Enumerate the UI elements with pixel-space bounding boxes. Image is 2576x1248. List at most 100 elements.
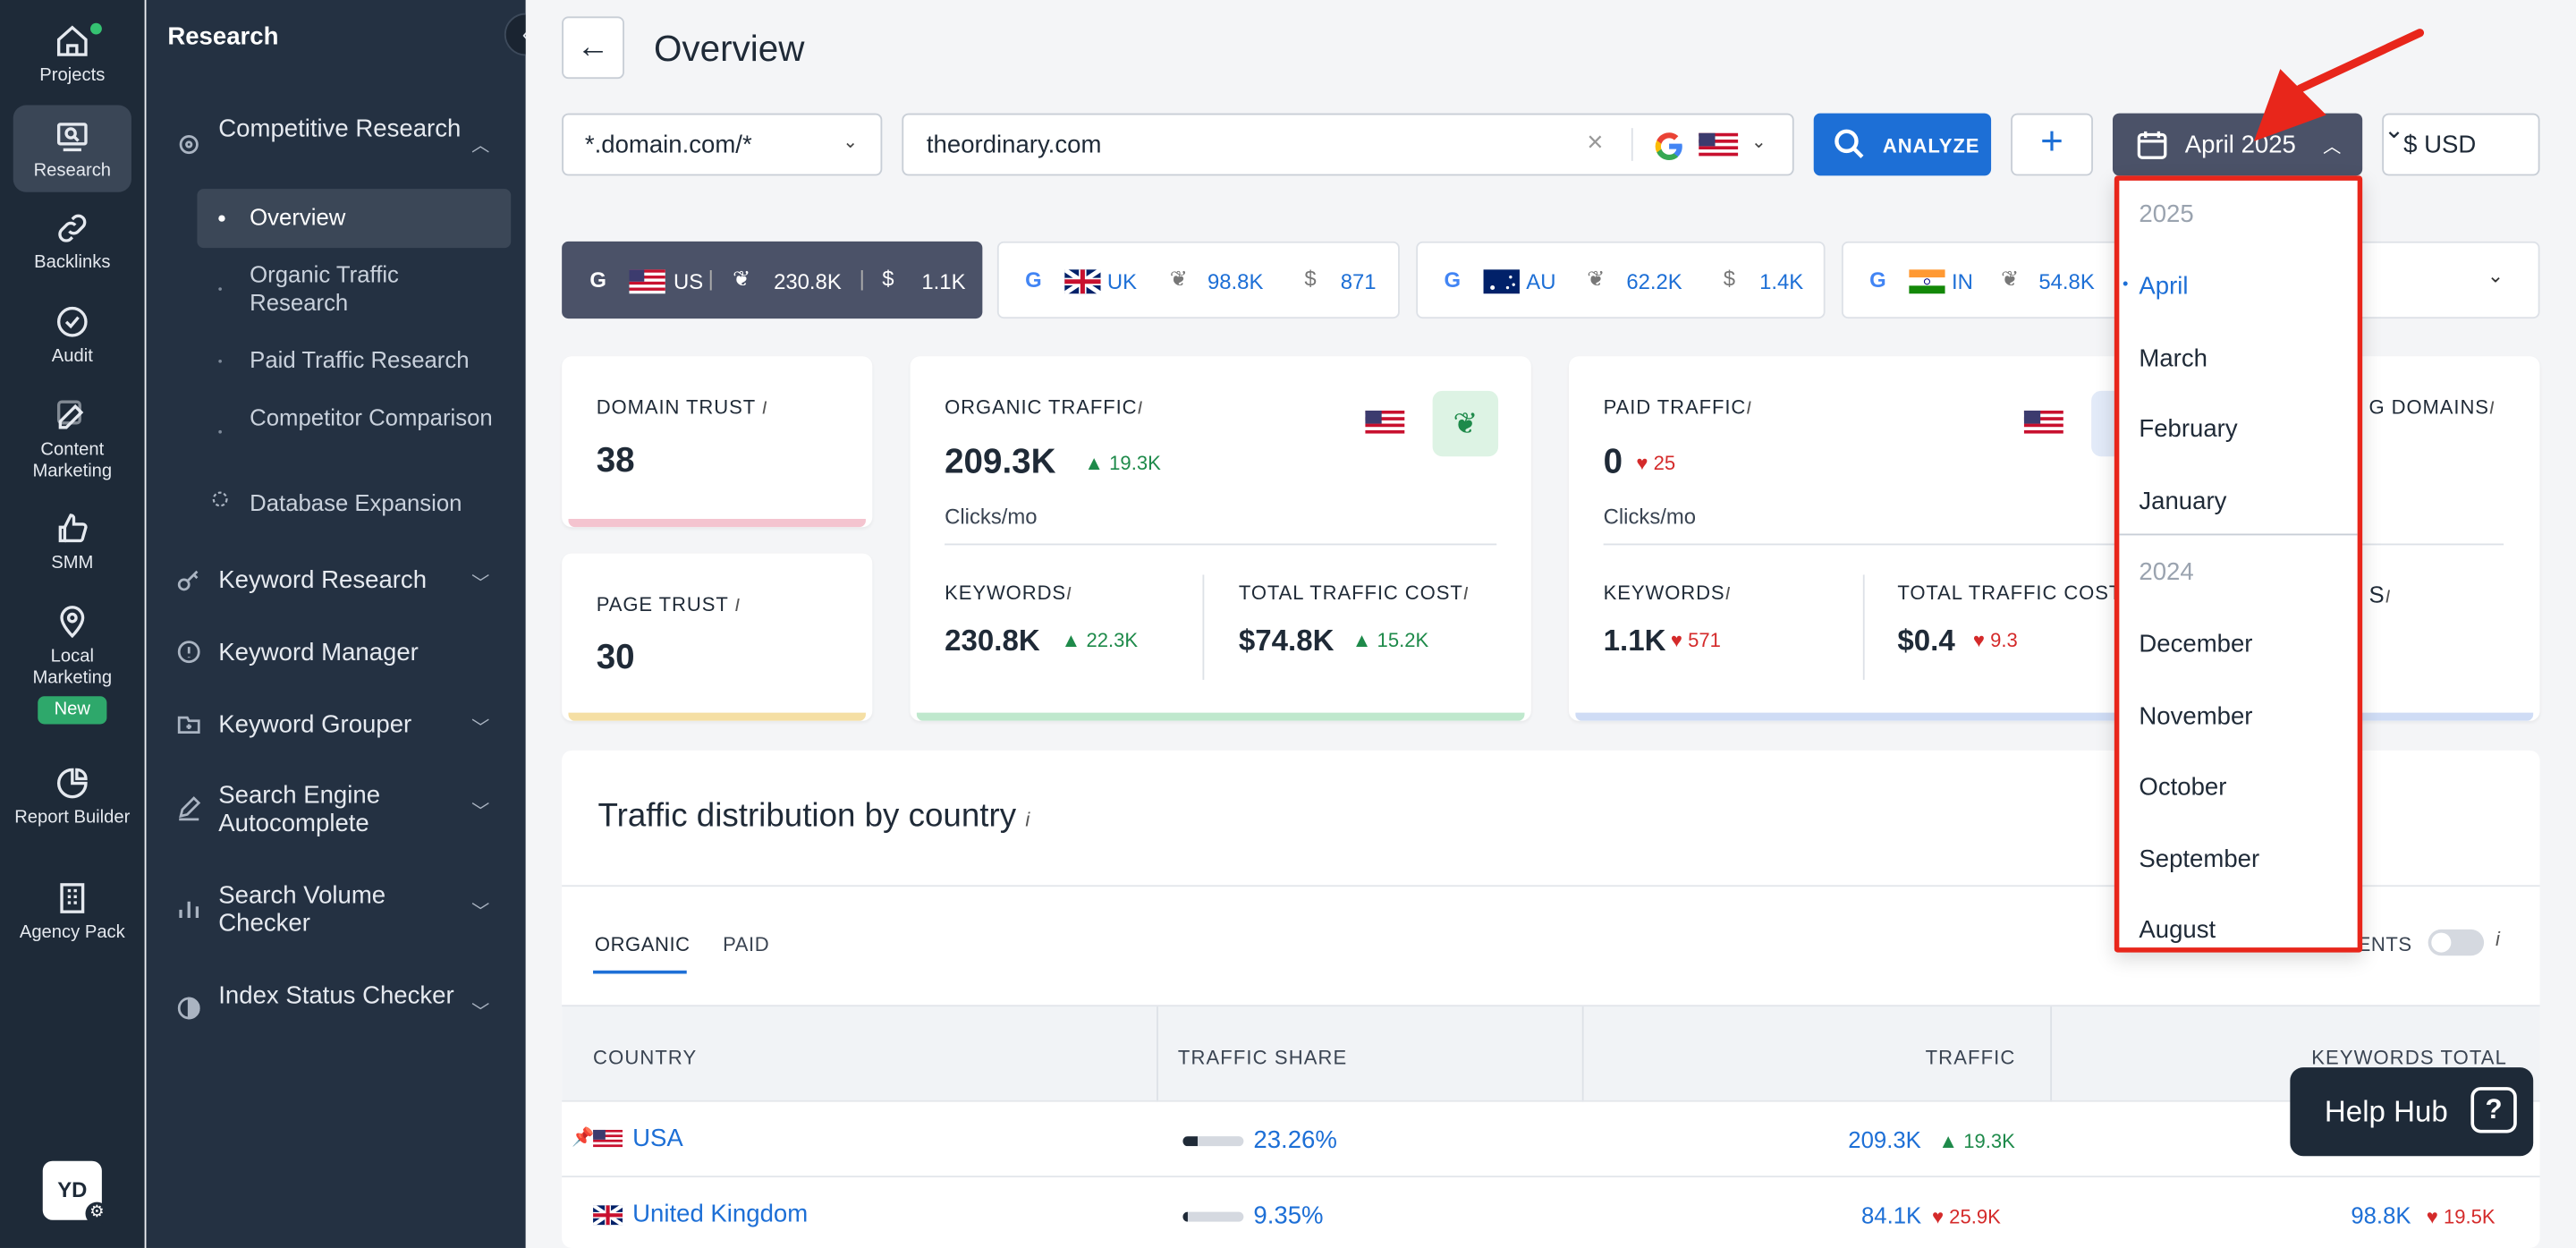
analyze-button[interactable]: ANALYZE bbox=[1813, 113, 1992, 176]
country-link[interactable]: United Kingdom bbox=[632, 1200, 809, 1228]
sidebar-subitem-overview[interactable]: Overview bbox=[250, 203, 346, 230]
column-country[interactable]: COUNTRY bbox=[593, 1046, 698, 1069]
info-icon[interactable]: i bbox=[2495, 928, 2500, 951]
info-icon[interactable]: i bbox=[1746, 399, 1752, 420]
date-picker-button[interactable]: April 2025 ︿ bbox=[2112, 113, 2363, 176]
sidebar-subitem-competitor-comparison[interactable]: Competitor Comparison bbox=[250, 403, 493, 430]
delta-text: 571 bbox=[1688, 628, 1721, 652]
toggle-switch[interactable] bbox=[2428, 929, 2485, 956]
rail-item-projects[interactable]: Projects bbox=[13, 23, 131, 88]
info-icon[interactable]: i bbox=[2385, 588, 2392, 608]
sidebar-item-index-status-checker[interactable]: Index Status Checker bbox=[218, 981, 454, 1010]
keywords-delta: ♥ 19.5K bbox=[2426, 1205, 2496, 1228]
keywords-value[interactable]: 98.8K bbox=[2351, 1201, 2411, 1228]
info-icon[interactable]: i bbox=[1066, 584, 1072, 605]
settings-gear-icon[interactable]: ⚙ bbox=[85, 1201, 109, 1226]
back-button[interactable]: ← bbox=[562, 16, 624, 80]
domain-input[interactable]: theordinary.com × ⌄ bbox=[902, 113, 1794, 176]
country-tab-au[interactable]: G AU ❦ 62.2K $ 1.4K bbox=[1416, 241, 1826, 319]
info-icon[interactable]: i bbox=[734, 596, 741, 616]
scope-select[interactable]: *.domain.com/* ⌄ bbox=[562, 113, 883, 176]
sidebar-item-search-volume-checker[interactable]: Search Volume Checker bbox=[218, 881, 386, 938]
add-competitor-button[interactable]: + bbox=[2011, 113, 2093, 176]
month-option-april[interactable]: • April bbox=[2123, 273, 2188, 301]
paid-traffic-value: 0 bbox=[1603, 443, 1623, 481]
rail-item-agency-pack[interactable]: Agency Pack bbox=[13, 880, 131, 945]
country-tab-uk[interactable]: G UK ❦ 98.8K $ 871 bbox=[996, 241, 1400, 319]
divider bbox=[1862, 574, 1865, 680]
organic-cost-label: TOTAL TRAFFIC COSTi bbox=[1239, 582, 1469, 605]
link-icon bbox=[58, 214, 87, 242]
folder-plus-icon bbox=[177, 716, 200, 734]
chevron-down-icon[interactable]: ⌄ bbox=[2487, 264, 2504, 288]
target-icon bbox=[179, 134, 199, 155]
column-traffic-share[interactable]: TRAFFIC SHARE bbox=[1177, 1046, 1348, 1069]
month-option-march[interactable]: March bbox=[2139, 344, 2207, 373]
rail-item-research[interactable]: Research bbox=[13, 105, 131, 192]
month-option-october[interactable]: October bbox=[2139, 773, 2227, 802]
sidebar-subitem-database-expansion[interactable]: Database Expansion bbox=[250, 488, 462, 516]
referring-domains-label: G DOMAINSi bbox=[2369, 395, 2496, 419]
rail-item-report-builder[interactable]: Report Builder bbox=[13, 765, 131, 829]
rail-item-content-marketing[interactable]: Content Marketing bbox=[13, 397, 131, 482]
chevron-down-icon: ⌄ bbox=[1750, 132, 1767, 153]
chevron-down-icon[interactable]: ﹀ bbox=[471, 903, 490, 923]
rail-item-backlinks[interactable]: Backlinks bbox=[13, 210, 131, 275]
info-icon[interactable]: i bbox=[1462, 584, 1470, 605]
sidebar-item-keyword-manager[interactable]: Keyword Manager bbox=[218, 639, 419, 667]
sidebar-item-keyword-grouper[interactable]: Keyword Grouper bbox=[218, 710, 412, 739]
pin-icon[interactable]: 📌 bbox=[572, 1127, 595, 1149]
date-value: April 2025 bbox=[2184, 131, 2296, 160]
divider bbox=[562, 885, 2540, 887]
organic-cost-value: $74.8K bbox=[1238, 624, 1335, 658]
organic-traffic-value: 62.2K bbox=[1626, 269, 1682, 294]
chevron-down-icon[interactable]: ﹀ bbox=[471, 802, 490, 823]
country-link[interactable]: USA bbox=[632, 1125, 683, 1153]
tab-paid[interactable]: PAID bbox=[723, 932, 770, 956]
info-icon[interactable]: i bbox=[2488, 399, 2496, 420]
traffic-value[interactable]: 84.1K bbox=[1860, 1201, 1922, 1228]
column-traffic[interactable]: TRAFFIC bbox=[1925, 1046, 2016, 1069]
paid-keywords-label: KEYWORDSi bbox=[1604, 582, 1731, 605]
month-option-november[interactable]: November bbox=[2139, 702, 2253, 731]
country-tab-us[interactable]: G US | ❦ 230.8K | $ 1.1K bbox=[562, 241, 983, 319]
sidebar-subitem-organic-traffic-research[interactable]: Organic Traffic Research bbox=[250, 260, 399, 316]
rail-item-smm[interactable]: SMM bbox=[13, 511, 131, 575]
rail-label: Agency Pack bbox=[19, 922, 125, 943]
tab-organic[interactable]: ORGANIC bbox=[594, 932, 691, 956]
info-icon[interactable]: i bbox=[1137, 399, 1144, 420]
month-option-august[interactable]: August bbox=[2139, 916, 2216, 945]
chevron-down-icon[interactable]: ﹀ bbox=[471, 574, 490, 595]
us-flag-icon bbox=[1699, 132, 1739, 160]
traffic-value[interactable]: 209.3K bbox=[1848, 1126, 1921, 1153]
help-hub-button[interactable]: Help Hub ? bbox=[2290, 1067, 2534, 1157]
info-icon[interactable]: i bbox=[761, 399, 768, 420]
rail-label: Audit bbox=[51, 346, 93, 367]
sidebar-item-competitive-research[interactable]: Competitive Research bbox=[218, 115, 462, 143]
clear-icon[interactable]: × bbox=[1587, 126, 1604, 158]
rail-item-audit[interactable]: Audit bbox=[13, 304, 131, 369]
month-option-february[interactable]: February bbox=[2139, 415, 2238, 444]
column-keywords-total[interactable]: KEYWORDS TOTAL bbox=[2311, 1046, 2507, 1069]
currency-select[interactable]: $ USD ⌄ bbox=[2382, 113, 2540, 176]
chevron-down-icon[interactable]: ﹀ bbox=[471, 1003, 490, 1023]
month-option-december[interactable]: December bbox=[2139, 630, 2253, 659]
dollar-circle-icon: $ bbox=[1304, 266, 1317, 291]
sidebar-item-search-engine-autocomplete[interactable]: Search Engine Autocomplete bbox=[218, 781, 381, 838]
rail-item-local-marketing[interactable]: Local Marketing New bbox=[13, 604, 131, 725]
map-pin-icon bbox=[60, 606, 85, 639]
domain-trust-bar bbox=[568, 519, 866, 528]
sidebar-subitem-paid-traffic-research[interactable]: Paid Traffic Research bbox=[250, 346, 470, 373]
month-option-january[interactable]: January bbox=[2139, 488, 2227, 516]
referring-sub-label: Si bbox=[2369, 582, 2392, 607]
info-icon[interactable]: i bbox=[1025, 808, 1030, 831]
paid-traffic-card: PAID TRAFFICi 0 ♥ 25 Clicks/mo KEYWORDSi… bbox=[1569, 356, 2540, 721]
plus-icon: + bbox=[2040, 119, 2063, 165]
info-icon[interactable]: i bbox=[1724, 584, 1732, 605]
chevron-down-icon[interactable]: ﹀ bbox=[471, 718, 490, 739]
chevron-up-icon[interactable]: ︿ bbox=[471, 136, 490, 157]
sidebar-item-keyword-research[interactable]: Keyword Research bbox=[218, 566, 428, 595]
organic-traffic-delta: ▲ 19.3K bbox=[1084, 451, 1161, 475]
bullet-icon bbox=[218, 215, 225, 222]
month-option-september[interactable]: September bbox=[2139, 845, 2260, 874]
